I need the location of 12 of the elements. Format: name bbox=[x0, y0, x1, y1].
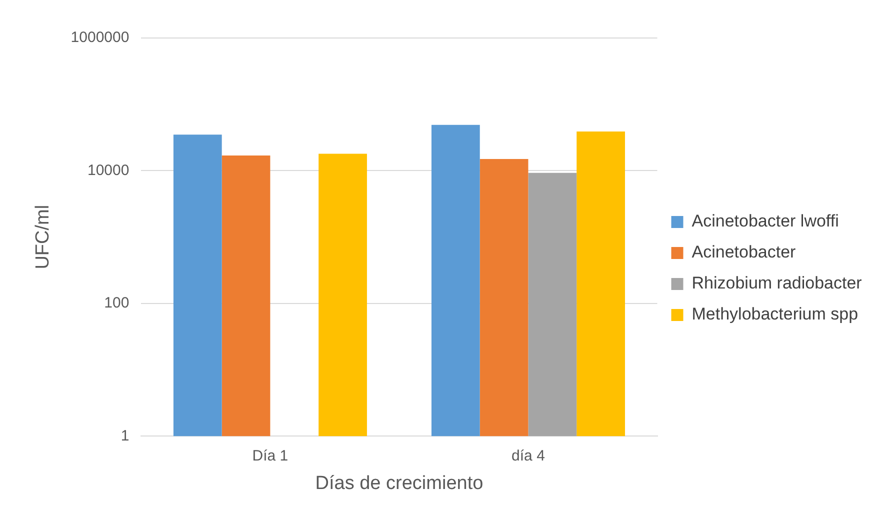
y-tick-label: 10000 bbox=[87, 162, 130, 179]
x-tick-label: Día 1 bbox=[252, 447, 288, 464]
legend-label: Acinetobacter bbox=[692, 242, 796, 262]
legend-label: Methylobacterium spp bbox=[692, 304, 858, 324]
legend-label: Acinetobacter lwoffi bbox=[692, 212, 839, 231]
y-tick-label: 1000000 bbox=[70, 29, 130, 46]
y-tick-label: 1 bbox=[120, 427, 130, 444]
x-tick-label: día 4 bbox=[512, 447, 545, 464]
y-axis-title: UFC/ml bbox=[32, 204, 54, 270]
x-axis-title: Días de crecimiento bbox=[315, 472, 484, 494]
y-tick-label: 100 bbox=[104, 294, 130, 312]
legend-label: Rhizobium radiobacter bbox=[692, 274, 862, 293]
